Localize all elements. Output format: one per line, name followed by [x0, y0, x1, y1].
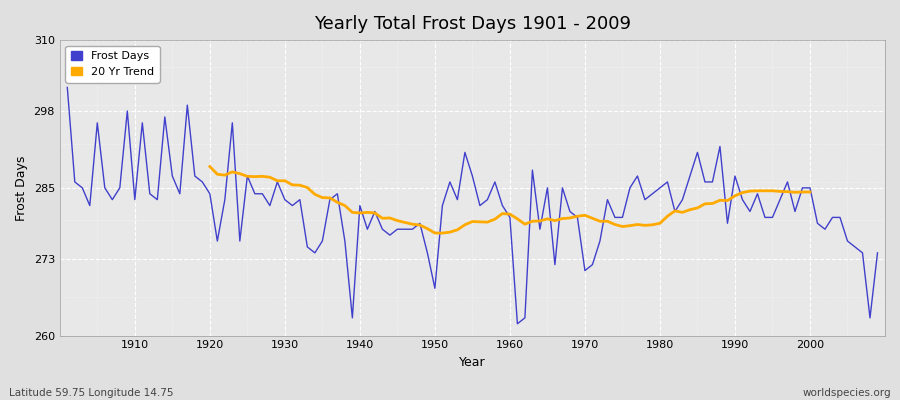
20 Yr Trend	[429, 231, 440, 236]
X-axis label: Year: Year	[459, 356, 486, 369]
Title: Yearly Total Frost Days 1901 - 2009: Yearly Total Frost Days 1901 - 2009	[314, 15, 631, 33]
20 Yr Trend	[204, 164, 215, 169]
Frost Days	[122, 109, 132, 114]
20 Yr Trend	[730, 194, 741, 198]
Text: Latitude 59.75 Longitude 14.75: Latitude 59.75 Longitude 14.75	[9, 388, 174, 398]
Frost Days	[872, 250, 883, 255]
Frost Days	[62, 85, 73, 90]
Line: Frost Days: Frost Days	[68, 87, 878, 324]
20 Yr Trend	[752, 188, 763, 193]
Frost Days	[287, 203, 298, 208]
20 Yr Trend	[699, 202, 710, 206]
Text: worldspecies.org: worldspecies.org	[803, 388, 891, 398]
20 Yr Trend	[587, 216, 598, 221]
Frost Days	[332, 191, 343, 196]
Y-axis label: Frost Days: Frost Days	[15, 155, 28, 220]
Legend: Frost Days, 20 Yr Trend: Frost Days, 20 Yr Trend	[66, 46, 159, 82]
Frost Days	[497, 203, 508, 208]
Frost Days	[602, 197, 613, 202]
20 Yr Trend	[542, 216, 553, 221]
Frost Days	[505, 215, 516, 220]
Frost Days	[512, 321, 523, 326]
20 Yr Trend	[805, 190, 815, 194]
Line: 20 Yr Trend: 20 Yr Trend	[210, 166, 810, 233]
20 Yr Trend	[654, 221, 665, 226]
